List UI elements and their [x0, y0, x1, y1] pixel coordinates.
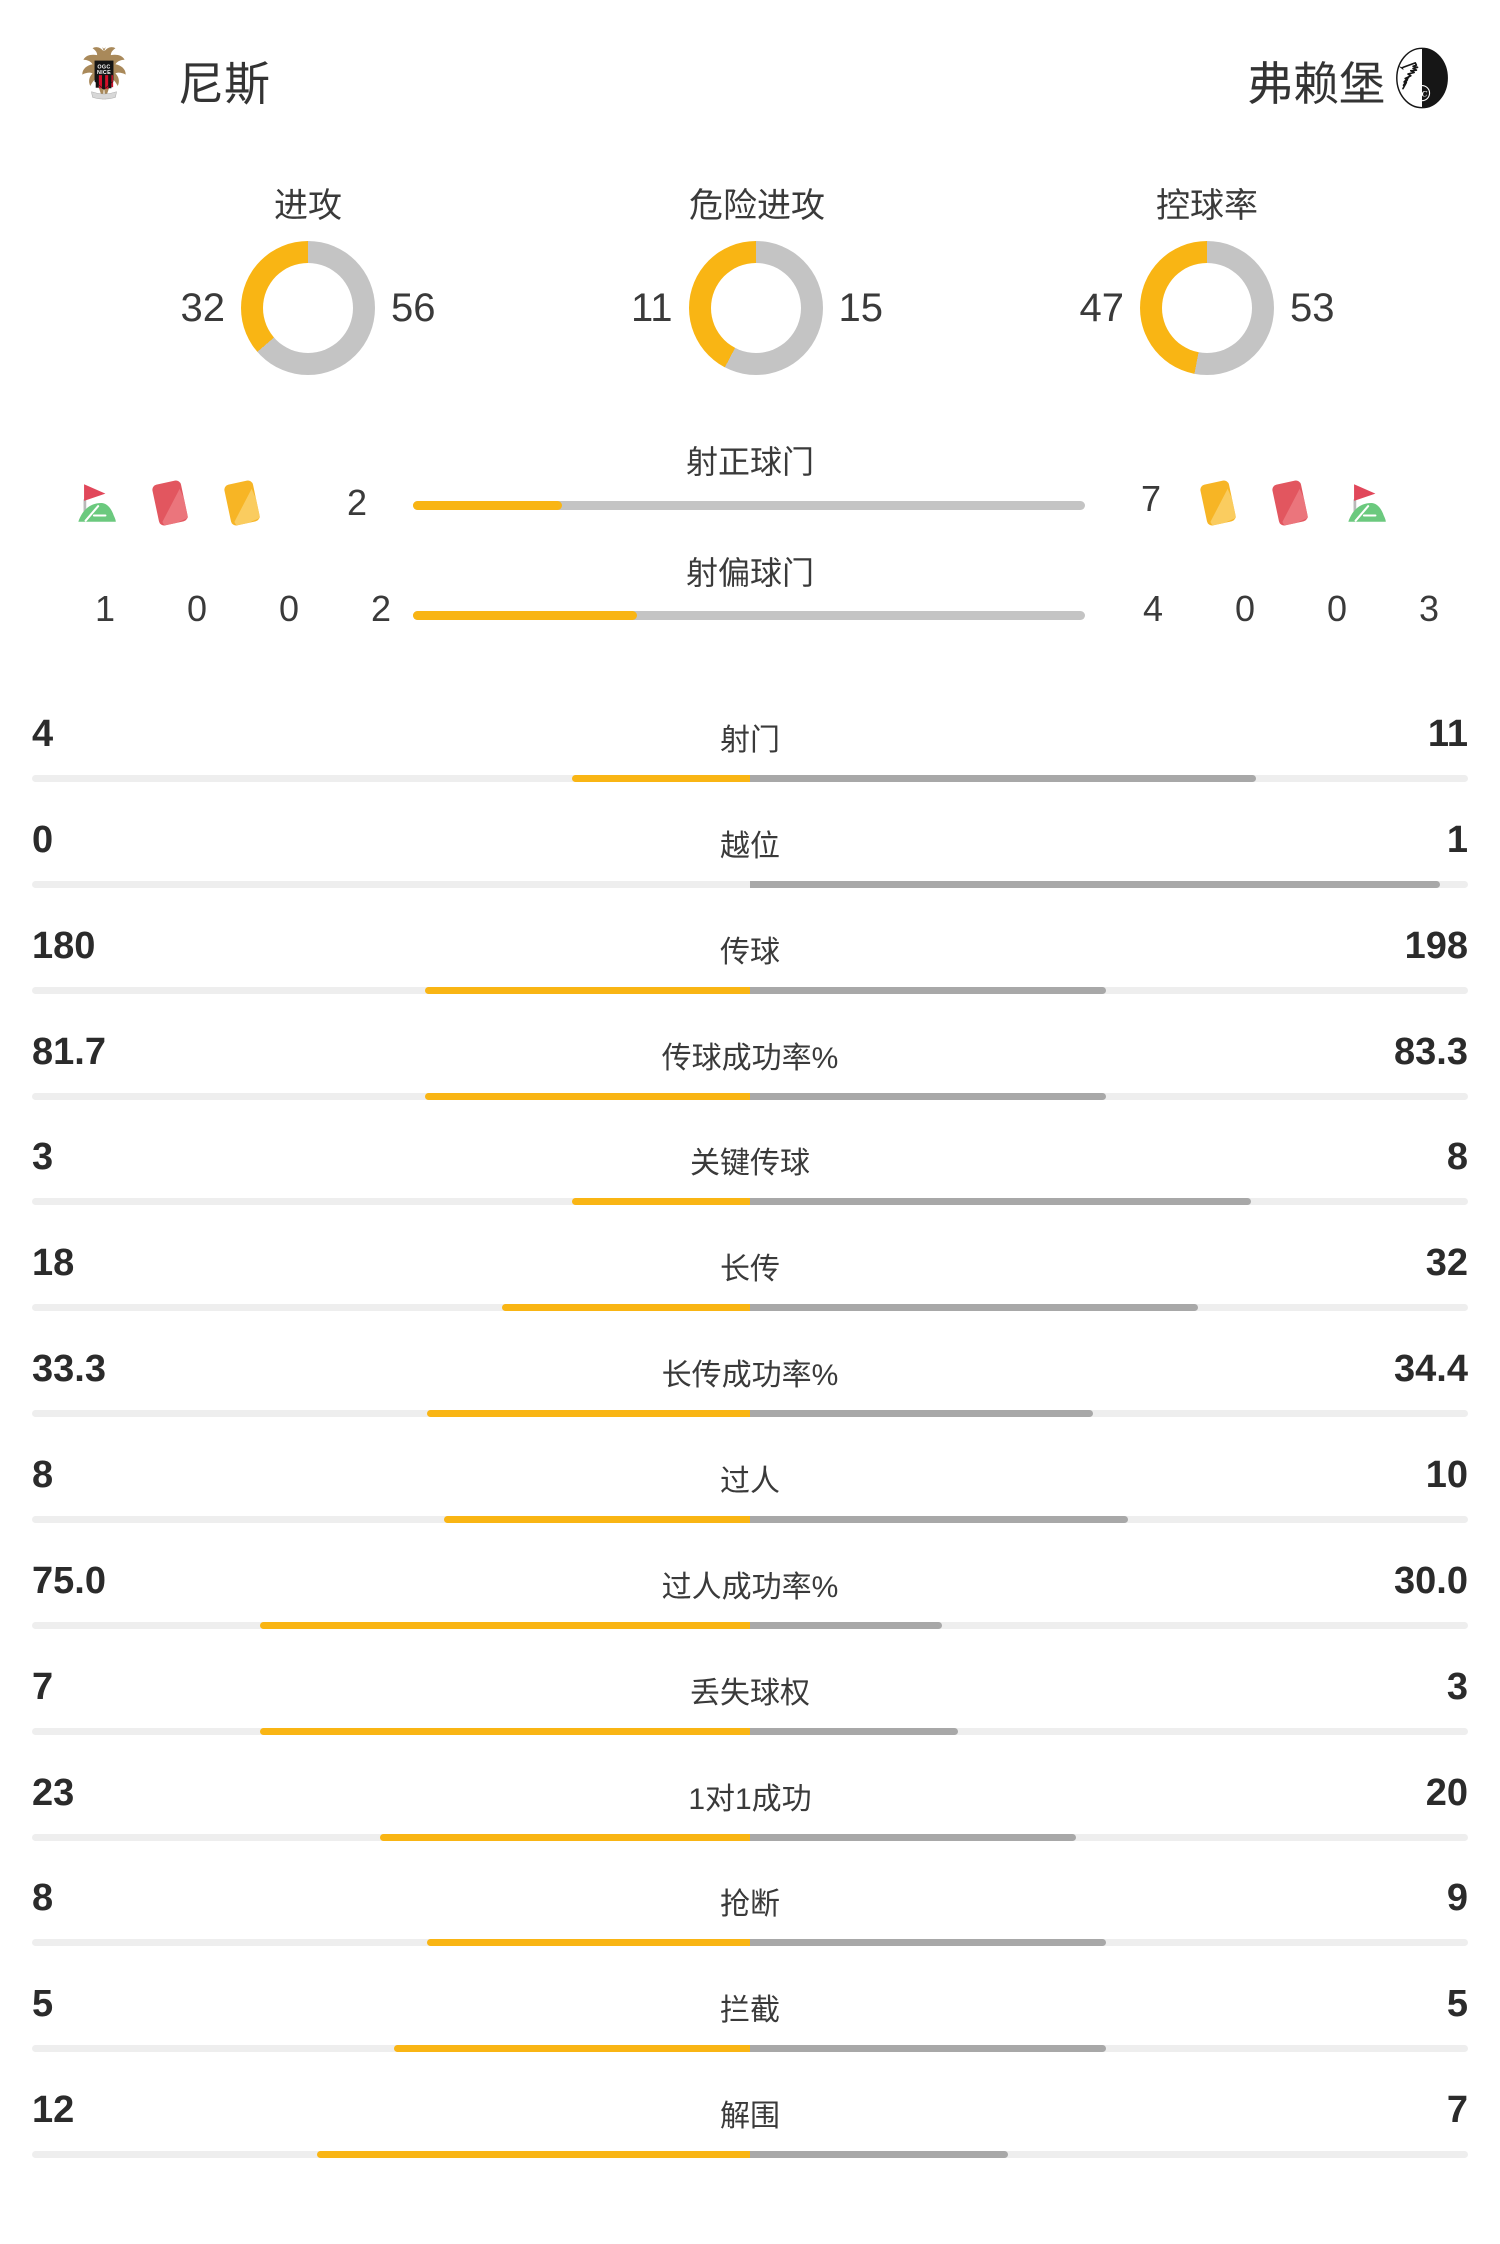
svg-text:OGC: OGC [97, 64, 110, 70]
svg-text:SC: SC [1417, 89, 1428, 98]
svg-text:NICE: NICE [97, 70, 111, 76]
